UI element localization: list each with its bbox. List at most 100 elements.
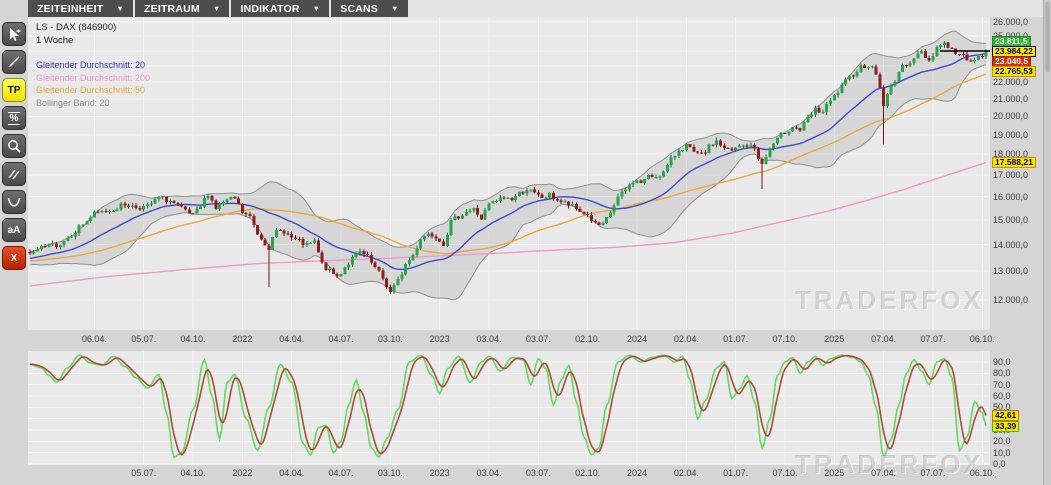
dropdown-caret-icon: ▼ xyxy=(312,4,321,13)
menu-label: ZEITEINHEIT xyxy=(37,2,104,15)
tp-tool-button[interactable]: TP xyxy=(2,78,26,102)
y-axis-label: 15.000,0 xyxy=(993,214,1029,225)
curve-icon xyxy=(7,197,21,207)
magnifier-icon xyxy=(8,140,21,153)
oscillator-y-label: 50,0 xyxy=(993,402,1011,413)
tp-label: TP xyxy=(7,84,21,96)
x-axis-label: 03.07. xyxy=(525,334,551,344)
indicator-legend: Gleitender Durchschnitt: 20 Gleitender D… xyxy=(36,59,150,109)
vertical-scrollbar[interactable] xyxy=(1043,0,1051,485)
x-axis-label: 2024 xyxy=(626,334,648,344)
x-axis-label: 01.07. xyxy=(723,334,749,344)
x-axis-label: 03.10. xyxy=(377,334,403,344)
text-tool-label: aA xyxy=(7,224,21,236)
x-axis-label: 07.04. xyxy=(871,334,897,344)
x-axis-label: 2023 xyxy=(429,468,450,478)
x-axis-label: 01.07. xyxy=(723,468,749,478)
menu-item-indikator[interactable]: INDIKATOR ▼ xyxy=(231,0,330,17)
menu-item-zeiteinheit[interactable]: ZEITEINHEIT ▼ xyxy=(28,0,133,17)
y-axis-label: 20.000,0 xyxy=(993,111,1029,122)
traderfox-watermark-lower: TRADERFOX xyxy=(795,449,984,479)
select-cursor-button[interactable] xyxy=(2,22,26,46)
top-menubar: ZEITEINHEIT ▼ ZEITRAUM ▼ INDIKATOR ▼ SCA… xyxy=(28,0,408,17)
oscillator-y-label: 10,0 xyxy=(993,447,1011,458)
x-axis-label: 03.07. xyxy=(525,468,551,478)
oscillator-chart-canvas[interactable] xyxy=(28,351,990,465)
x-axis-label: 02.04. xyxy=(673,468,699,478)
x-axis-label: 2022 xyxy=(232,334,253,344)
drawing-toolbar: TP % aA X xyxy=(1,22,28,274)
x-axis-label: 2025 xyxy=(824,334,845,344)
oscillator-y-label: 90,0 xyxy=(993,357,1011,367)
zoom-tool-button[interactable] xyxy=(2,134,26,158)
x-axis-label: 04.10. xyxy=(180,468,206,478)
x-axis-label: 06.10. xyxy=(969,468,995,478)
dropdown-caret-icon: ▼ xyxy=(212,4,221,13)
x-axis-label: 03.10. xyxy=(377,468,403,478)
x-axis-label: 03.04. xyxy=(476,334,502,344)
y-axis-label: 26.000,0 xyxy=(993,17,1029,27)
percent-icon: % xyxy=(7,111,21,125)
x-axis-label: 05.07. xyxy=(131,468,157,478)
trendline-tool-button[interactable] xyxy=(2,50,26,74)
x-axis-label: 07.04. xyxy=(871,468,897,478)
legend-bollinger: Bollinger Band: 20 xyxy=(36,97,110,108)
trendline-icon xyxy=(8,56,20,68)
parallel-lines-tool-button[interactable] xyxy=(2,162,26,186)
x-axis-label: 07.10. xyxy=(772,334,798,344)
x-axis-label: 07.10. xyxy=(772,468,798,478)
dropdown-caret-icon: ▼ xyxy=(391,4,399,13)
y-axis-label: 22.000,0 xyxy=(993,77,1029,88)
main-chart-canvas[interactable] xyxy=(28,17,990,330)
y-axis-label: 16.000,0 xyxy=(993,191,1029,202)
y-axis-label: 12.000,0 xyxy=(993,295,1029,305)
percent-tool-button[interactable]: % xyxy=(2,106,26,130)
x-axis-label: 07.07. xyxy=(920,468,946,478)
x-axis-label: 02.10. xyxy=(575,334,601,344)
close-icon: X xyxy=(10,252,18,264)
x-axis-label: 04.07. xyxy=(328,334,354,344)
y-axis-label: 14.000,0 xyxy=(993,239,1029,250)
curve-tool-button[interactable] xyxy=(2,190,26,214)
y-axis-label: 17.000,0 xyxy=(993,169,1029,180)
x-axis-label: 2022 xyxy=(232,468,253,478)
x-axis-label: 06.04. xyxy=(81,334,107,344)
y-axis-label: 21.000,0 xyxy=(993,93,1029,104)
stoch-d-value-label: 42,61 xyxy=(992,410,1020,422)
x-axis-label: 02.04. xyxy=(673,334,699,344)
x-axis-label: 04.04. xyxy=(279,334,305,344)
menu-label: ZEITRAUM xyxy=(144,2,200,15)
y-axis-label: 18.000,0 xyxy=(993,149,1029,160)
traderfox-watermark: TRADERFOX xyxy=(795,285,984,315)
indicator-value-label: 22.765,53 xyxy=(992,65,1036,77)
x-axis-label: 07.07. xyxy=(920,334,946,344)
x-axis-label: 2024 xyxy=(626,468,648,478)
close-tool-button[interactable]: X xyxy=(2,246,26,270)
menu-item-zeitraum[interactable]: ZEITRAUM ▼ xyxy=(135,0,230,17)
oscillator-y-label: 80,0 xyxy=(993,368,1011,379)
menu-label: SCANS xyxy=(340,2,379,15)
scrollbar-thumb[interactable] xyxy=(1045,2,1050,72)
oscillator-y-label: 70,0 xyxy=(993,379,1011,390)
y-axis-label: 13.000,0 xyxy=(993,266,1029,277)
chart-title: LS - DAX (846900) xyxy=(36,22,117,33)
oscillator-y-label: 60,0 xyxy=(993,391,1011,401)
dropdown-caret-icon: ▼ xyxy=(116,4,124,13)
x-axis-label: 03.04. xyxy=(476,468,502,478)
stoch-k-value-label: 33,39 xyxy=(992,420,1020,432)
text-tool-button[interactable]: aA xyxy=(2,218,26,242)
x-axis-label: 04.10. xyxy=(180,334,206,344)
x-axis-label: 04.07. xyxy=(328,468,354,478)
oscillator-y-label: 0,0 xyxy=(993,459,1006,469)
x-axis-label: 04.04. xyxy=(279,468,305,478)
legend-ma20: Gleitender Durchschnitt: 20 xyxy=(36,60,146,70)
y-axis-label: 19.000,0 xyxy=(993,129,1029,140)
menu-item-scans[interactable]: SCANS ▼ xyxy=(331,0,408,17)
legend-ma50: Gleitender Durchschnitt: 50 xyxy=(36,85,146,95)
parallel-lines-icon xyxy=(8,169,20,180)
legend-ma200: Gleitender Durchschnitt: 200 xyxy=(36,72,151,83)
x-axis-label: 06.10. xyxy=(969,334,995,344)
x-axis-label: 02.10. xyxy=(575,468,601,478)
x-axis-label: 2025 xyxy=(824,468,845,478)
